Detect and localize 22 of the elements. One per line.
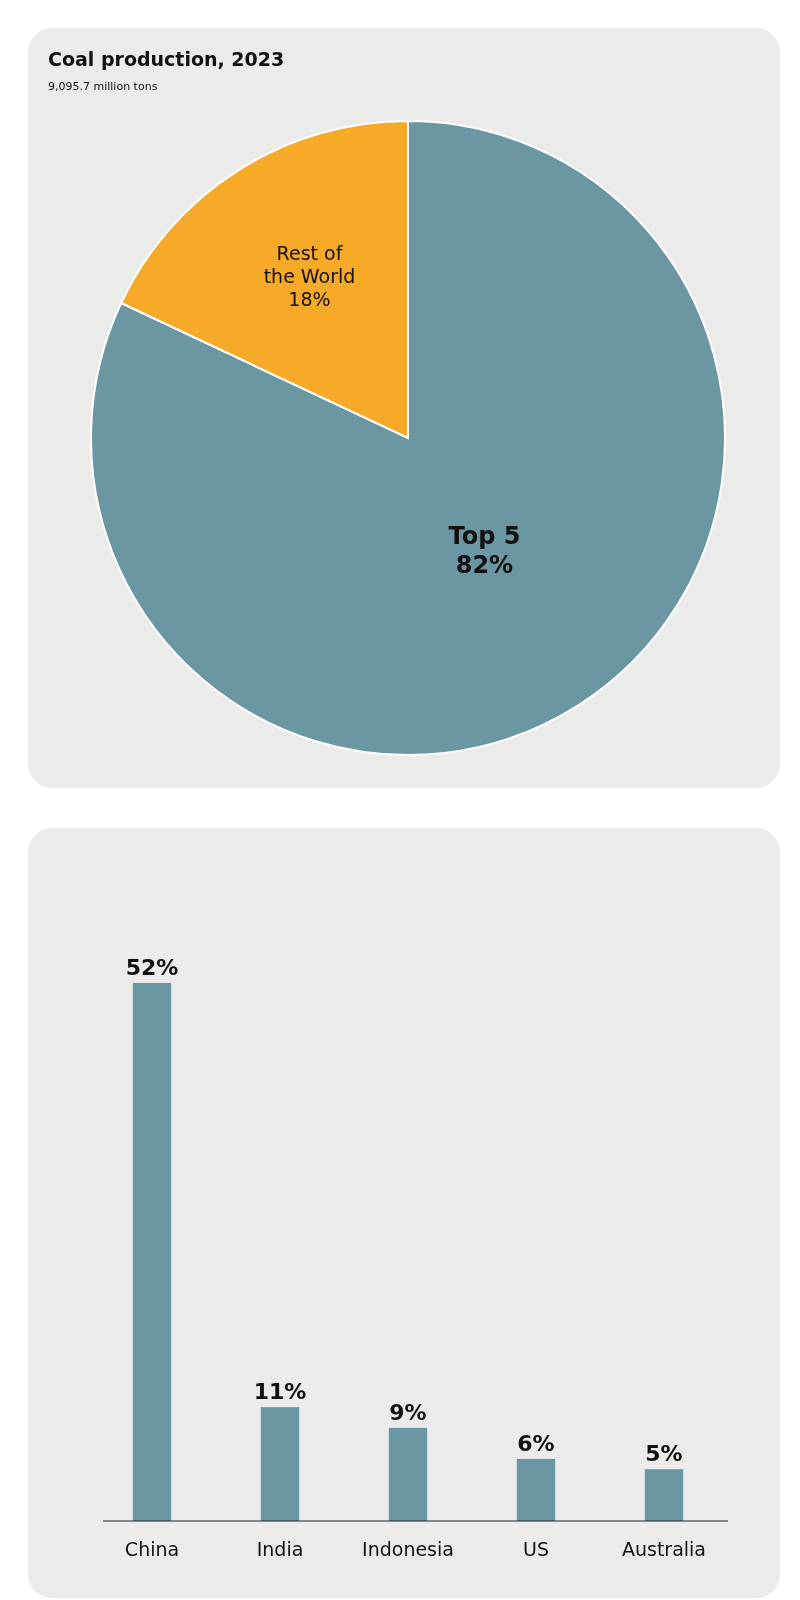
bar bbox=[132, 983, 172, 1521]
bar bbox=[516, 1458, 556, 1521]
data-label: 9% bbox=[389, 1399, 427, 1425]
chart-subtitle: 9,095.7 million tons bbox=[48, 80, 158, 93]
bar bbox=[260, 1407, 300, 1521]
chart-title: Coal production, 2023 bbox=[48, 48, 285, 70]
x-tick-label: India bbox=[256, 1538, 304, 1560]
data-label: 82% bbox=[455, 550, 514, 579]
data-label: 18% bbox=[288, 287, 331, 310]
data-label: 52% bbox=[125, 955, 179, 980]
x-tick-label: Indonesia bbox=[362, 1538, 454, 1560]
slice-label: Top 5 bbox=[448, 522, 521, 551]
pie-slice bbox=[90, 120, 726, 756]
data-label: 5% bbox=[645, 1441, 683, 1467]
slice-label: Rest of the World bbox=[263, 241, 356, 287]
x-tick-label: US bbox=[523, 1538, 549, 1560]
x-tick-label: Australia bbox=[621, 1538, 707, 1560]
bar bbox=[388, 1427, 428, 1521]
x-tick-label: China bbox=[124, 1538, 180, 1560]
data-label: 11% bbox=[253, 1379, 307, 1405]
bar bbox=[644, 1469, 684, 1521]
data-label: 6% bbox=[517, 1430, 555, 1456]
